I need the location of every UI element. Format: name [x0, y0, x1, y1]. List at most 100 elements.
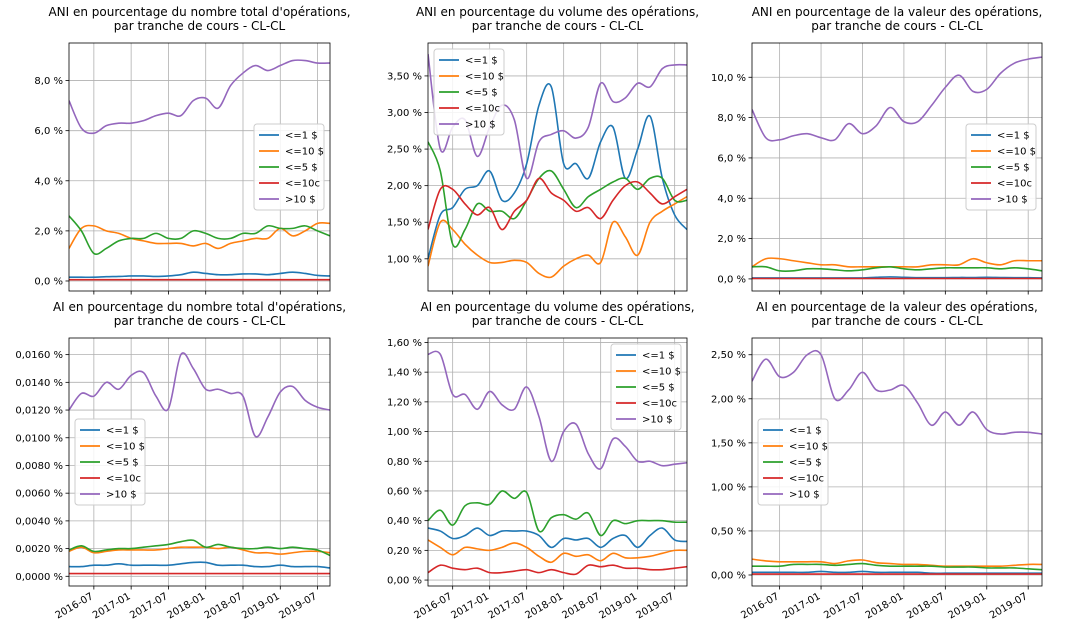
y-tick-label: 6,0 %	[34, 126, 63, 137]
series-line	[428, 490, 687, 537]
y-tick-label: 4,0 %	[34, 176, 63, 187]
y-tick-label: 10,0 %	[711, 73, 746, 84]
legend-label: >10 $	[642, 415, 673, 426]
y-tick-label: 6,0 %	[717, 153, 746, 164]
y-tick-label: 0,0060 %	[15, 489, 63, 500]
y-tick-label: 0,00 %	[387, 576, 422, 587]
chart-title: par tranche de cours - CL-CL	[472, 19, 644, 33]
series-line	[428, 177, 687, 231]
series-line	[752, 562, 1042, 571]
legend-label: <=5 $	[789, 458, 822, 469]
y-tick-label: 0,0100 %	[15, 433, 63, 444]
subplot: AI en pourcentage du volume des opératio…	[387, 300, 695, 621]
chart-title: par tranche de cours - CL-CL	[114, 314, 286, 328]
y-tick-label: 2,0 %	[717, 234, 746, 245]
legend-box	[757, 418, 829, 506]
y-tick-label: 2,0 %	[34, 226, 63, 237]
chart-title: par tranche de cours - CL-CL	[114, 19, 286, 33]
x-tick-label: 2016-07	[54, 591, 96, 621]
legend-label: <=1 $	[465, 56, 498, 67]
legend: <=1 $ <=10 $ <=5 $ <=10c >10 $	[965, 123, 1037, 211]
chart-title: AI en pourcentage du volume des opératio…	[420, 300, 694, 314]
y-tick-label: 4,0 %	[717, 194, 746, 205]
legend-label: <=1 $	[789, 426, 822, 437]
y-tick-label: 0,0080 %	[15, 461, 63, 472]
x-tick-label: 2019-07	[634, 591, 676, 621]
series-line	[428, 350, 687, 470]
legend-box	[610, 343, 682, 431]
series-line	[69, 546, 330, 555]
y-tick-label: 2,50 %	[711, 350, 746, 361]
y-tick-label: 2,00 %	[711, 394, 746, 405]
series-line	[428, 539, 687, 564]
x-tick-label: 2019-01	[597, 591, 639, 621]
legend: <=1 $ <=10 $ <=5 $ <=10c >10 $	[757, 418, 829, 506]
legend-label: <=10c	[106, 474, 141, 485]
y-tick-label: 1,00 %	[387, 427, 422, 438]
chart-title: AI en pourcentage du nombre total d'opér…	[53, 300, 346, 314]
series-line	[428, 141, 687, 248]
legend-label: <=1 $	[285, 131, 318, 142]
legend-box	[74, 418, 146, 506]
y-tick-label: 0,60 %	[387, 486, 422, 497]
series-line	[428, 527, 687, 549]
x-tick-label: 2019-07	[277, 591, 319, 621]
legend-label: <=5 $	[285, 163, 318, 174]
y-tick-label: 1,00 %	[387, 254, 422, 265]
plot-frame	[751, 337, 1043, 587]
y-tick-label: 1,50 %	[387, 218, 422, 229]
series-line	[428, 195, 687, 279]
subplot: AI en pourcentage de la valeur des opéra…	[711, 300, 1043, 621]
x-tick-label: 2019-01	[240, 591, 282, 621]
chart-title: ANI en pourcentage du volume des opérati…	[416, 5, 699, 19]
series-line	[69, 215, 330, 255]
legend: <=1 $ <=10 $ <=5 $ <=10c >10 $	[433, 48, 505, 136]
plot-frame	[68, 337, 331, 587]
x-tick-label: 2016-07	[412, 591, 454, 621]
x-tick-label: 2017-01	[781, 591, 823, 621]
legend-label: <=10c	[642, 399, 677, 410]
x-tick-label: 2016-07	[739, 591, 781, 621]
x-tick-label: 2017-01	[449, 591, 491, 621]
subplot: ANI en pourcentage du volume des opérati…	[387, 5, 699, 295]
y-tick-label: 1,40 %	[387, 368, 422, 379]
y-tick-label: 1,20 %	[387, 397, 422, 408]
legend: <=1 $ <=10 $ <=5 $ <=10c >10 $	[74, 418, 146, 506]
x-tick-label: 2018-07	[203, 591, 245, 621]
series-line	[752, 56, 1042, 142]
legend-label: <=10c	[997, 179, 1032, 190]
legend-box	[965, 123, 1037, 211]
legend-box	[253, 123, 325, 211]
y-tick-label: 2,00 %	[387, 181, 422, 192]
legend-label: <=1 $	[997, 131, 1030, 142]
legend-label: >10 $	[465, 120, 496, 131]
y-tick-label: 0,80 %	[387, 457, 422, 468]
y-tick-label: 0,20 %	[387, 546, 422, 557]
x-tick-label: 2017-07	[128, 591, 170, 621]
legend-label: <=10 $	[106, 442, 145, 453]
series-line	[69, 539, 330, 557]
legend: <=1 $ <=10 $ <=5 $ <=10c >10 $	[253, 123, 325, 211]
y-tick-label: 0,50 %	[711, 526, 746, 537]
y-tick-label: 0,0120 %	[15, 406, 63, 417]
legend-label: <=10 $	[285, 147, 324, 158]
y-tick-label: 2,50 %	[387, 145, 422, 156]
plot-frame	[68, 42, 331, 292]
legend-label: <=10 $	[642, 367, 681, 378]
legend-label: >10 $	[789, 490, 820, 501]
y-tick-label: 0,0140 %	[15, 378, 63, 389]
legend-label: <=5 $	[997, 163, 1030, 174]
y-tick-label: 8,0 %	[34, 76, 63, 87]
legend-label: <=10 $	[789, 442, 828, 453]
y-tick-label: 0,00 %	[711, 570, 746, 581]
y-tick-label: 0,0000 %	[15, 572, 63, 583]
chart-title: AI en pourcentage de la valeur des opéra…	[756, 300, 1038, 314]
chart-title: ANI en pourcentage du nombre total d'opé…	[48, 5, 350, 19]
y-tick-label: 0,0160 %	[15, 350, 63, 361]
series-line	[69, 352, 330, 438]
x-tick-label: 2018-07	[560, 591, 602, 621]
series-line	[752, 265, 1042, 273]
series-line	[752, 257, 1042, 268]
chart-title: par tranche de cours - CL-CL	[811, 314, 983, 328]
plot-frame	[427, 337, 688, 587]
